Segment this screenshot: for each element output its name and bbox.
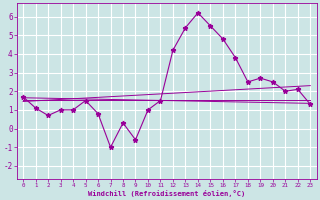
X-axis label: Windchill (Refroidissement éolien,°C): Windchill (Refroidissement éolien,°C): [88, 190, 245, 197]
